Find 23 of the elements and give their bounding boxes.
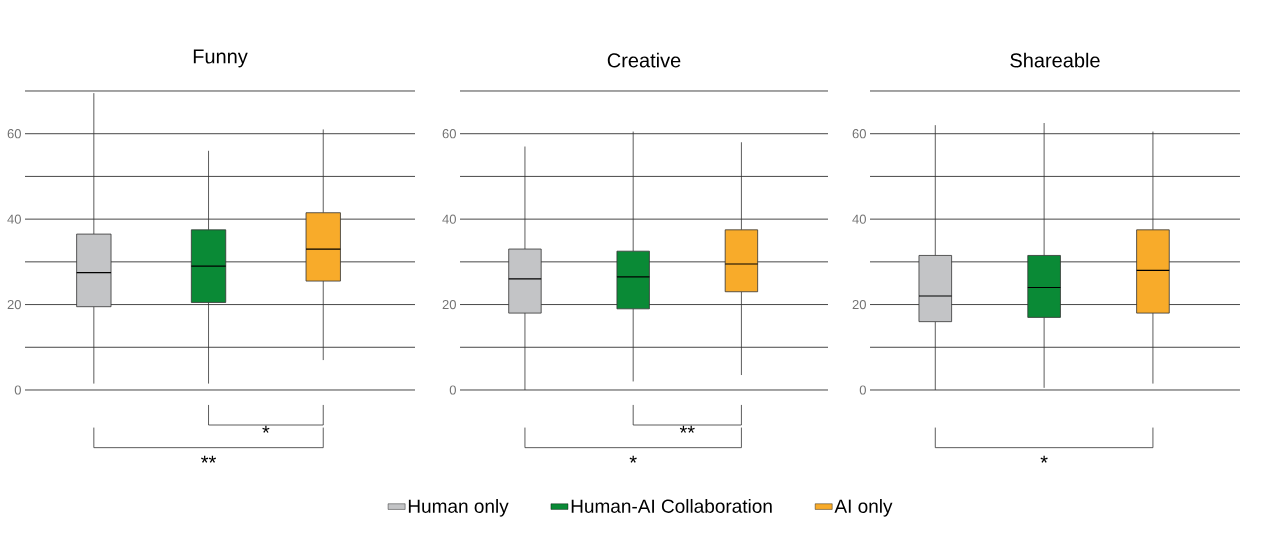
- y-tick-label: 20: [7, 299, 21, 310]
- y-tick-label: 0: [449, 385, 456, 395]
- y-tick-label: 60: [852, 129, 866, 139]
- legend-label: Human only: [408, 498, 509, 517]
- text: **: [201, 455, 216, 463]
- chart-title: Shareable: [1010, 52, 1100, 68]
- text: **: [679, 425, 695, 433]
- y-tick-label: 40: [7, 214, 21, 224]
- text: *: [629, 455, 637, 463]
- legend-label: AI only: [834, 498, 893, 517]
- chart-title: Funny: [193, 49, 248, 68]
- y-tick-label: 0: [859, 385, 866, 395]
- text: *: [262, 425, 270, 433]
- y-tick-label: 20: [442, 299, 456, 310]
- y-tick-label: 20: [852, 299, 866, 310]
- y-tick-label: 60: [7, 129, 21, 139]
- legend-label: Human-AI Collaboration: [571, 498, 772, 513]
- y-tick-label: 40: [442, 214, 456, 224]
- y-tick-label: 0: [14, 385, 21, 395]
- y-tick-label: 60: [442, 129, 456, 139]
- y-tick-label: 40: [852, 214, 866, 224]
- text: *: [1040, 455, 1048, 463]
- chart-title: Creative: [607, 52, 681, 68]
